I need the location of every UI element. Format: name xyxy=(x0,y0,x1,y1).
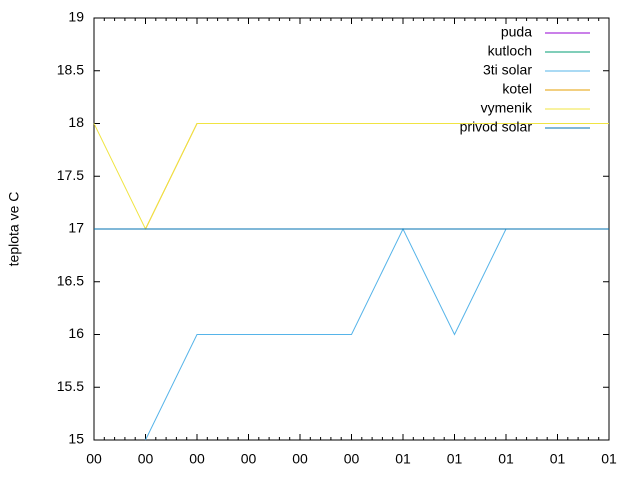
y-tick-label: 18 xyxy=(68,114,84,130)
x-tick-label: 00 xyxy=(189,451,205,467)
x-tick-label: 01 xyxy=(550,451,566,467)
x-tick-label: 01 xyxy=(395,451,411,467)
legend-label: kutloch xyxy=(488,43,532,59)
y-tick-label: 18.5 xyxy=(57,61,84,77)
y-tick-label: 16.5 xyxy=(57,272,84,288)
y-tick-label: 17.5 xyxy=(57,167,84,183)
x-tick-label: 00 xyxy=(344,451,360,467)
series-line xyxy=(145,123,609,230)
legend-label: 3ti solar xyxy=(483,62,532,78)
x-tick-label: 00 xyxy=(241,451,257,467)
legend-label: kotel xyxy=(502,81,532,97)
series-line xyxy=(93,123,609,231)
x-tick-label: 00 xyxy=(138,451,154,467)
legend-label: puda xyxy=(501,24,532,40)
y-tick-label: 17 xyxy=(68,220,84,236)
x-tick-label: 01 xyxy=(447,451,463,467)
x-tick-label: 01 xyxy=(498,451,514,467)
x-tick-label: 01 xyxy=(601,451,617,467)
legend-label: vymenik xyxy=(481,100,533,116)
x-tick-label: 00 xyxy=(292,451,308,467)
series-line xyxy=(145,227,609,441)
y-tick-label: 19 xyxy=(68,9,84,25)
y-tick-label: 16 xyxy=(68,325,84,341)
y-tick-label: 15.5 xyxy=(57,378,84,394)
y-tick-label: 15 xyxy=(68,431,84,447)
x-tick-label: 00 xyxy=(86,451,102,467)
legend-label: privod solar xyxy=(460,119,533,135)
y-axis-label: teplota ve C xyxy=(6,192,22,267)
